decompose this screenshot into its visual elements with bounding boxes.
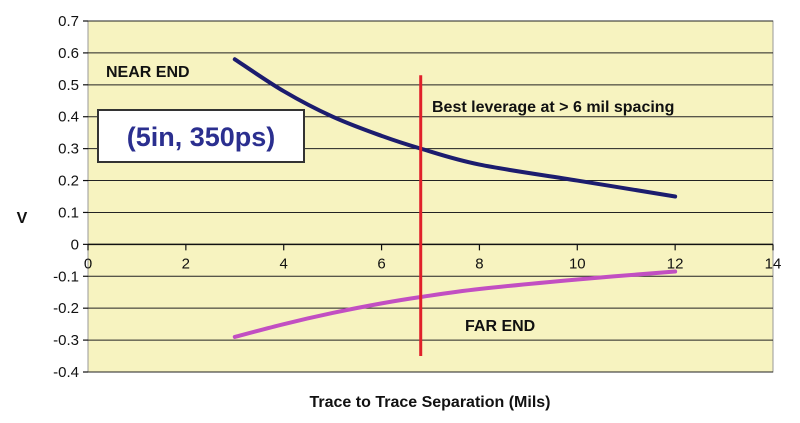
x-tick-label: 10 — [569, 255, 586, 272]
x-tick-label: 0 — [84, 255, 92, 272]
y-axis-title: V — [17, 210, 28, 227]
far-end-label: FAR END — [465, 318, 535, 335]
series-line-near-end — [232, 57, 678, 199]
series-line-far-end — [232, 269, 678, 339]
y-tick-labels: 0.7 0.6 0.5 0.4 0.3 0.2 0.1 0 -0.1 -0.2 -0.3 -0.4 — [53, 13, 79, 381]
y-tick-label: 0.7 — [58, 13, 79, 30]
series-layer — [232, 57, 678, 339]
x-tick-label: 4 — [280, 255, 288, 272]
x-tick-label: 6 — [377, 255, 385, 272]
x-tick-label: 14 — [765, 255, 782, 272]
leverage-note: Best leverage at > 6 mil spacing — [432, 99, 674, 116]
zero-axis — [83, 20, 774, 373]
x-tick-label: 8 — [475, 255, 483, 272]
y-tick-label: 0.4 — [58, 109, 79, 126]
x-tick-labels: 0 2 4 6 8 10 12 14 — [84, 255, 782, 272]
y-tick-label: 0 — [71, 236, 79, 253]
y-tick-label: 0.5 — [58, 77, 79, 94]
y-tick-label: 0.2 — [58, 173, 79, 190]
y-tick-label: -0.4 — [53, 364, 79, 381]
x-axis-title: Trace to Trace Separation (Mils) — [310, 394, 551, 411]
boxed-label: (5in, 350ps) — [127, 122, 276, 152]
x-tick-label: 12 — [667, 255, 684, 272]
y-tick-label: -0.2 — [53, 300, 79, 317]
y-tick-label: 0.6 — [58, 45, 79, 62]
y-tick-label: -0.3 — [53, 332, 79, 349]
y-tick-label: 0.3 — [58, 141, 79, 158]
y-tick-label: -0.1 — [53, 268, 79, 285]
grid-lines — [88, 20, 773, 373]
plot-area — [87, 20, 774, 373]
x-tick-label: 2 — [182, 255, 190, 272]
boxed-label-frame — [97, 109, 305, 163]
near-end-label: NEAR END — [106, 64, 190, 81]
y-tick-label: 0.1 — [58, 204, 79, 221]
